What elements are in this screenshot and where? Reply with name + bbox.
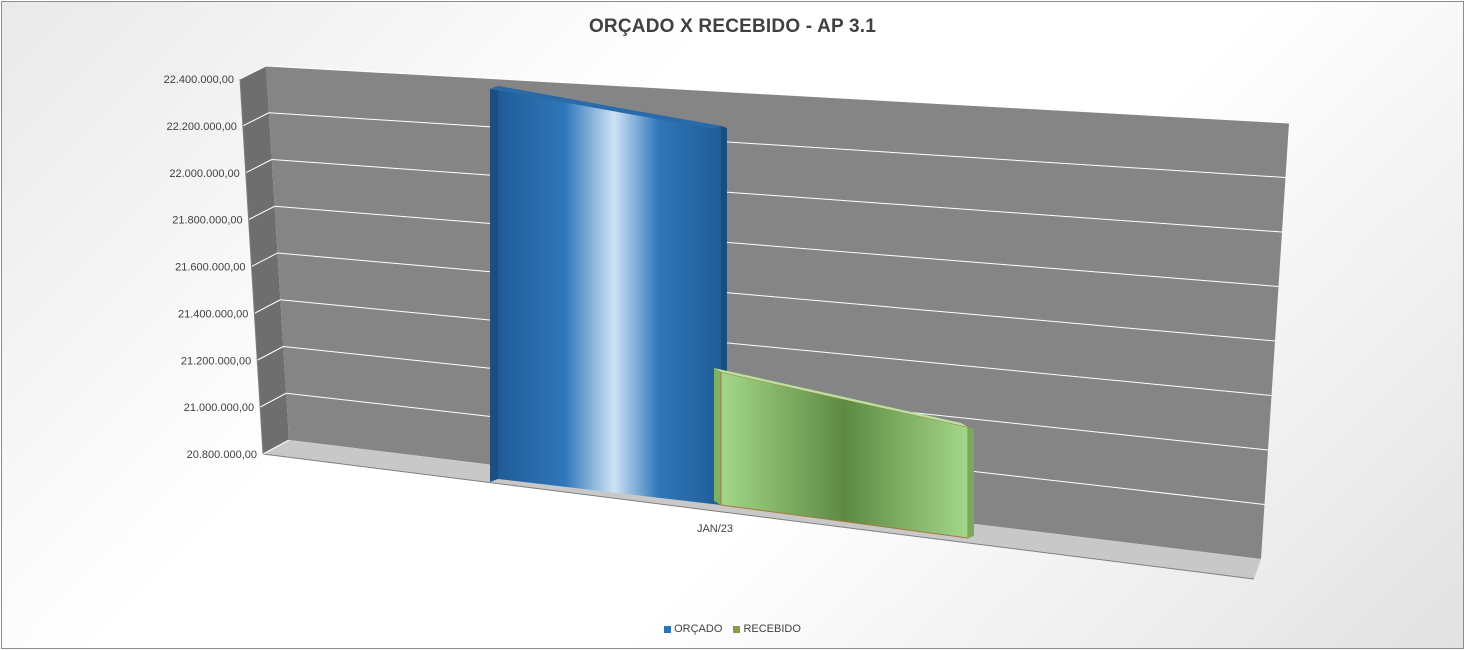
gridline (265, 65, 1290, 124)
legend-label-recebido: RECEBIDO (743, 623, 801, 635)
gridline-side (262, 439, 290, 455)
bar-side (490, 86, 498, 482)
legend-item-orcado: ORÇADO (664, 623, 722, 635)
legend-swatch-orcado (664, 625, 672, 633)
y-tick-label: 21.000.000,00 (184, 402, 254, 414)
gridline-side (259, 392, 287, 408)
floor-edge (262, 453, 1255, 580)
bar-right-side (968, 427, 974, 538)
gridline-side (257, 346, 284, 361)
y-tick-label: 21.800.000,00 (172, 215, 242, 227)
gridline-side (254, 299, 281, 314)
legend-label-orcado: ORÇADO (674, 623, 723, 635)
gridline (268, 112, 1286, 178)
y-tick-label: 22.000.000,00 (169, 168, 239, 180)
bar-side (714, 368, 721, 505)
gridline (271, 159, 1283, 233)
y-tick-label: 21.200.000,00 (181, 355, 251, 367)
gridline (274, 205, 1279, 287)
y-tick-label: 21.400.000,00 (178, 308, 248, 320)
bar-recebido (714, 368, 974, 539)
gridline-side (239, 65, 267, 80)
gridline-side (245, 159, 272, 174)
y-tick-label: 21.600.000,00 (175, 262, 245, 274)
gridline-side (248, 205, 275, 221)
bar-top (714, 368, 968, 427)
y-tick-label: 22.400.000,00 (164, 74, 234, 86)
y-axis (239, 78, 264, 455)
bar-front (498, 86, 721, 505)
bar-top (490, 86, 721, 129)
legend-item-recebido: RECEBIDO (733, 623, 801, 635)
gridline-side (251, 252, 278, 267)
chart-legend: ORÇADO RECEBIDO (2, 623, 1463, 636)
x-tick-label: JAN/23 (697, 523, 733, 535)
gridline (277, 252, 1276, 342)
legend-swatch-recebido (733, 625, 741, 633)
gridline-side (242, 112, 270, 127)
bar-orcado (490, 86, 727, 505)
chart-title: ORÇADO X RECEBIDO - AP 3.1 (588, 16, 877, 37)
y-tick-label: 20.800.000,00 (187, 449, 257, 461)
gridline (280, 299, 1272, 396)
y-tick-label: 22.200.000,00 (167, 121, 237, 133)
